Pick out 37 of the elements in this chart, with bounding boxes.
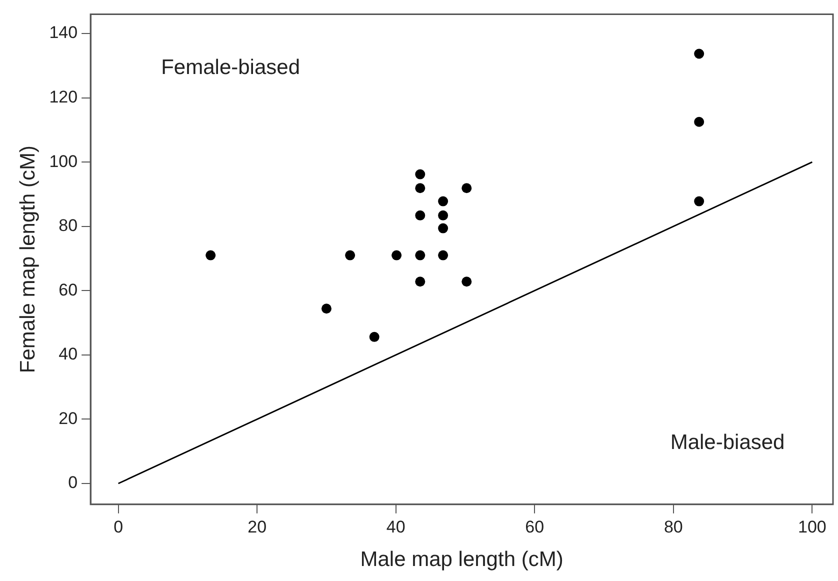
x-tick-label: 0 [114,517,124,536]
point [415,276,426,287]
y-tick-label: 0 [68,473,78,492]
point [415,169,426,180]
x-tick-label: 20 [248,517,267,536]
y-axis-title: Female map length (cM) [16,146,40,374]
point [438,196,448,206]
point [462,183,472,194]
y-tick-label: 60 [58,280,78,300]
point [438,210,448,220]
x-tick-label: 80 [664,517,683,536]
x-tick-label: 60 [525,517,544,536]
point [369,332,380,342]
y-tick-label: 100 [49,152,78,171]
annotation: Female-biased [161,56,300,79]
point [415,210,426,220]
point [415,183,426,194]
point [462,276,472,287]
point [415,250,426,260]
y-tick-label: 80 [58,216,78,236]
point [694,48,704,59]
point [694,116,704,127]
point [392,250,402,260]
point [206,250,216,260]
y-tick-label: 120 [49,87,78,106]
y-tick-label: 20 [58,408,78,428]
point [438,250,448,260]
point [694,196,704,206]
y-tick-label: 140 [49,23,78,42]
x-axis-title: Male map length (cM) [360,548,564,572]
point [438,223,448,234]
point [345,250,356,260]
point [321,304,332,314]
y-tick-label: 40 [58,344,78,364]
x-tick-label: 40 [386,517,406,536]
annotation: Male-biased [670,430,785,454]
x-tick-label: 100 [798,517,826,536]
